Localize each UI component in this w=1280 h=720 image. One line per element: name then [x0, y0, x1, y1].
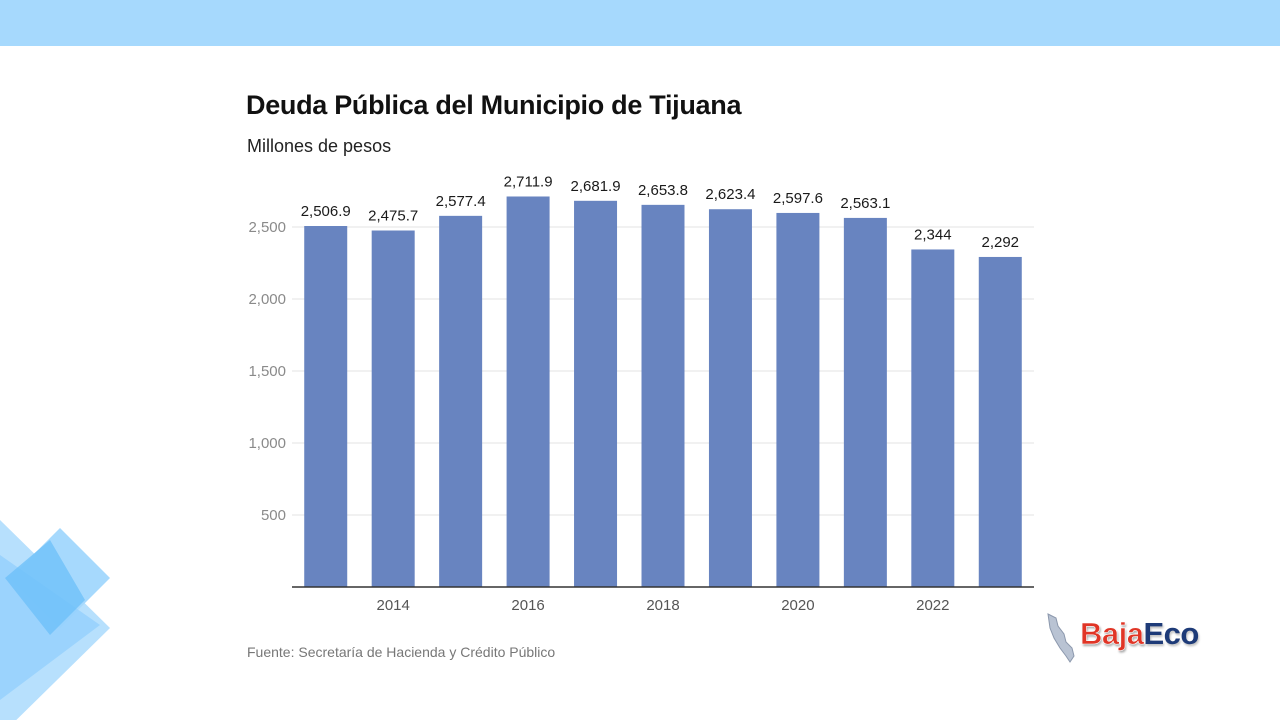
bar-2022: [911, 249, 955, 588]
data-label: 2,577.4: [436, 193, 486, 210]
x-tick-label: 2016: [511, 597, 544, 614]
y-tick-label: 2,500: [248, 219, 286, 236]
map-icon: [1047, 613, 1075, 663]
bars: [304, 196, 1022, 588]
top-banner: [0, 0, 1280, 46]
bar-2019: [708, 209, 752, 587]
data-label: 2,292: [981, 234, 1019, 251]
y-tick-label: 500: [261, 507, 286, 524]
chart-subtitle: Millones de pesos: [247, 136, 392, 156]
bar-2018: [641, 204, 685, 588]
data-label: 2,563.1: [840, 195, 890, 212]
logo-baja: Baja: [1080, 616, 1145, 652]
data-label: 2,711.9: [504, 173, 553, 190]
data-label: 2,623.4: [705, 186, 755, 203]
bajaeco-logo: BajaEco: [1044, 612, 1224, 664]
bar-2015: [439, 215, 483, 587]
bar-2013: [304, 226, 348, 587]
bar-2014: [371, 230, 415, 587]
x-tick-label: 2022: [916, 597, 949, 614]
x-tick-label: 2018: [646, 597, 679, 614]
bar-2023: [978, 256, 1022, 587]
data-labels: 2,506.9 2,475.7 2,577.4 2,711.9 2,681.9 2,653…: [301, 173, 1019, 250]
data-label: 2,653.8: [638, 182, 688, 199]
data-label: 2,681.9: [571, 178, 621, 195]
y-tick-label: 2,000: [248, 291, 286, 308]
y-tick-label: 1,500: [248, 363, 286, 380]
x-tick-label: 2020: [781, 597, 814, 614]
x-tick-label: 2014: [376, 597, 409, 614]
bar-2017: [574, 200, 618, 587]
data-label: 2,597.6: [773, 190, 823, 207]
bar-2020: [776, 212, 820, 587]
data-label: 2,475.7: [368, 207, 418, 224]
bar-2016: [506, 196, 550, 588]
source-note: Fuente: Secretaría de Hacienda y Crédito…: [247, 644, 556, 660]
logo-wordmark: BajaEco: [1080, 616, 1200, 652]
data-label: 2,506.9: [301, 203, 351, 220]
data-label: 2,344: [914, 226, 952, 243]
logo-eco: Eco: [1143, 616, 1199, 651]
chart-title: Deuda Pública del Municipio de Tijuana: [246, 90, 742, 120]
bar-2021: [843, 217, 887, 587]
y-tick-label: 1,000: [248, 435, 286, 452]
axes: 500 1,000 1,500 2,000 2,500 2014 2016 2018 2020 2…: [248, 219, 1034, 614]
